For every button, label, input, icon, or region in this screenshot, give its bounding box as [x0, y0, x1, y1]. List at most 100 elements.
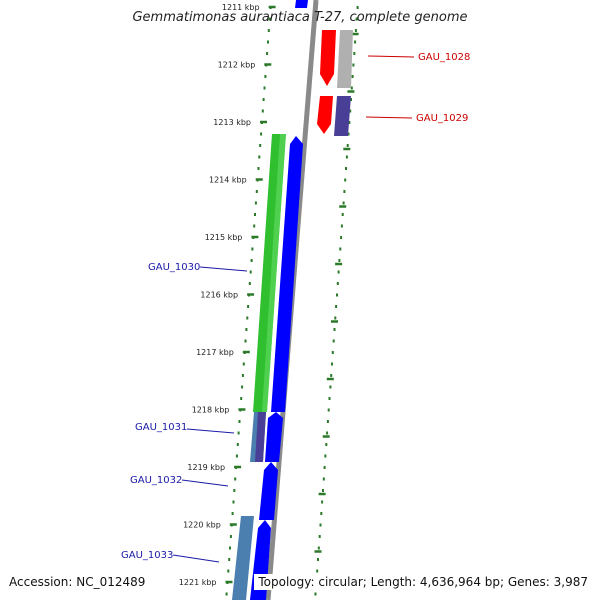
outer-rail-dot [353, 52, 356, 55]
inner-rail-dot [263, 86, 266, 90]
outer-rail-dot [325, 443, 328, 446]
gene-gau-1030-blue[interactable] [271, 136, 303, 412]
outer-rail-dot [350, 86, 353, 90]
outer-rail-dot [334, 316, 337, 320]
inner-rail-dot [264, 75, 267, 78]
inner-rail-dot [229, 535, 232, 538]
gene-label-gau-1028[interactable]: GAU_1028 [418, 52, 470, 63]
inner-rail-dot [248, 282, 251, 285]
outer-rail-dot [314, 592, 317, 596]
inner-rail-dot [246, 316, 249, 320]
inner-rail-dot [227, 569, 230, 573]
outer-rail-dot [326, 420, 329, 423]
outer-rail-dot [340, 236, 343, 239]
inner-rail-dot [232, 500, 235, 504]
accession-text: Accession: NC_012489 [5, 574, 150, 590]
outer-rail-dot [345, 155, 348, 159]
outer-rail-dot [351, 75, 354, 78]
inner-rail-dot [261, 109, 264, 113]
feature-purple-1031[interactable] [255, 412, 266, 462]
leader-line-gau-1032 [181, 479, 229, 487]
outer-rail-dot [319, 523, 322, 527]
outer-rail-dot [322, 489, 324, 492]
tick-labels: 1211 kbp 1212 kbp 1213 kbp 1214 kbp 1215 kbp… [179, 3, 260, 587]
outer-rail-dot [335, 305, 338, 308]
gene-label-gau-1030[interactable]: GAU_1030 [148, 262, 200, 273]
tick-label: 1219 kbp [187, 463, 225, 472]
inner-rail-dot [253, 224, 256, 228]
outer-rail-dot [352, 63, 355, 67]
inner-rail-dot [238, 420, 241, 423]
outer-rail-dot [350, 98, 352, 101]
inner-rail-dot [254, 213, 256, 216]
gene-top-blue[interactable] [295, 0, 308, 8]
outer-rail-dot [356, 6, 359, 9]
outer-rail-dot [346, 144, 349, 147]
outer-rail-dot [321, 500, 324, 504]
leader-line-gau-1031 [186, 428, 235, 434]
leader-line-gau-1028 [367, 55, 415, 58]
gene-label-gau-1033[interactable]: GAU_1033 [121, 550, 173, 561]
inner-rail-dot [245, 328, 248, 331]
gene-gau-1029-red[interactable] [317, 96, 333, 134]
inner-rail-dot [247, 305, 250, 308]
tick-label: 1216 kbp [200, 291, 238, 300]
outer-rail-dot [338, 259, 341, 262]
scale-rails [225, 5, 359, 596]
outer-rail-dot [336, 282, 339, 285]
outer-rail-dot [337, 270, 340, 274]
outer-rail-dot [340, 224, 343, 228]
outer-rail-dot [326, 431, 329, 435]
inner-rail-dot [268, 17, 271, 21]
outer-rail-dot [331, 362, 333, 366]
inner-rail-dot [234, 477, 237, 481]
outer-rail-dot [343, 190, 346, 193]
inner-rail-dot [260, 132, 263, 136]
gene-labels: GAU_1028 GAU_1029 GAU_1030 GAU_1031 GAU_… [121, 52, 470, 563]
feature-steel-1033[interactable] [232, 516, 254, 600]
inner-rail-dot [242, 362, 245, 366]
outer-rail-dot [354, 40, 357, 44]
outer-rail-dot [341, 213, 344, 216]
inner-rail-dot [235, 454, 238, 458]
outer-rail-dot [349, 109, 352, 113]
outer-rail-dot [320, 512, 323, 515]
outer-rail-dot [344, 178, 347, 182]
outer-rail-dot [333, 328, 336, 331]
outer-rail-dot [339, 247, 342, 251]
inner-rail-dot [233, 489, 236, 492]
inner-rail-dot [258, 155, 261, 159]
genome-title: Gemmatimonas aurantiaca T-27, complete g… [132, 10, 468, 25]
inner-rail-dot [225, 592, 228, 596]
inner-rail-dot [266, 52, 269, 55]
feature-track [232, 134, 286, 600]
inner-rail-dot [251, 247, 254, 251]
outer-rail-dot [323, 466, 326, 469]
outer-rail-dot [331, 351, 334, 354]
reverse-strand-track [317, 30, 353, 136]
gene-gau-1028-gray[interactable] [337, 30, 353, 88]
leader-line-gau-1030 [199, 266, 248, 272]
outer-rail-dot [345, 167, 347, 170]
gene-label-gau-1032[interactable]: GAU_1032 [130, 475, 182, 486]
outer-rail-dot [327, 408, 330, 412]
gene-label-gau-1029[interactable]: GAU_1029 [416, 113, 468, 124]
outer-rail-dot [328, 397, 331, 400]
tick-label: 1220 kbp [183, 521, 221, 530]
gene-gau-1029-purple[interactable] [334, 96, 351, 136]
outer-rail-dot [317, 558, 319, 561]
gene-label-gau-1031[interactable]: GAU_1031 [135, 422, 187, 433]
tick-label: 1213 kbp [213, 118, 251, 127]
tick-label: 1215 kbp [205, 233, 243, 242]
gene-gau-1032-blue[interactable] [259, 462, 278, 520]
inner-rail-dot [250, 259, 253, 262]
inner-rail-dot [267, 29, 270, 32]
gene-gau-1028-red[interactable] [320, 30, 336, 86]
inner-rail-dot [249, 270, 252, 274]
gene-gau-1031-blue[interactable] [265, 412, 283, 462]
inner-rail-dot [228, 558, 231, 561]
inner-rail-dot [229, 546, 231, 550]
outer-rail-dot [322, 477, 325, 481]
inner-rail-dot [241, 385, 244, 389]
forward-strand-track [250, 0, 308, 600]
